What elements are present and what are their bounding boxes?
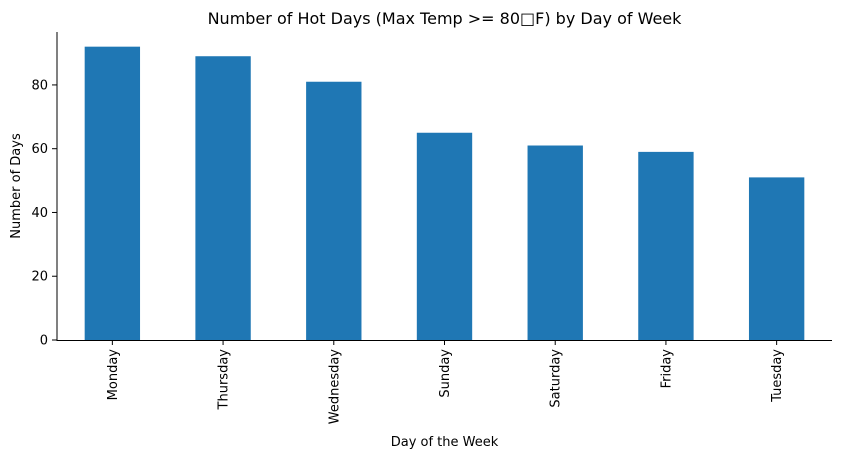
y-ticks-group: 0 20 40 60 80 [31, 78, 57, 349]
x-ticks-group: Monday Thursday Wednesday Sunday Saturday Fri… [106, 340, 785, 424]
bar-saturday [527, 145, 583, 340]
bar-monday [84, 46, 141, 341]
y-axis-label: Number of Days [9, 133, 24, 239]
bar-friday [638, 151, 694, 340]
bar-sunday [416, 132, 473, 340]
x-axis-label: Day of the Week [391, 435, 499, 450]
bar-wednesday [306, 81, 362, 341]
y-tick-label: 60 [31, 142, 48, 157]
bars-group [84, 46, 805, 341]
x-tick-label: Monday [106, 349, 121, 401]
bar-thursday [195, 56, 251, 340]
chart-title: Number of Hot Days (Max Temp >= 80□F) by… [208, 9, 683, 28]
x-tick-label: Saturday [549, 349, 564, 408]
x-tick-label: Tuesday [770, 349, 785, 403]
x-tick-label: Friday [659, 349, 674, 389]
y-tick-label: 0 [40, 334, 48, 349]
x-tick-label: Wednesday [327, 349, 342, 425]
x-tick-label: Thursday [217, 349, 232, 411]
y-tick-label: 20 [31, 270, 48, 285]
bar-tuesday [748, 177, 805, 340]
x-tick-label: Sunday [438, 349, 453, 398]
y-tick-label: 80 [31, 78, 48, 93]
y-tick-label: 40 [31, 206, 48, 221]
